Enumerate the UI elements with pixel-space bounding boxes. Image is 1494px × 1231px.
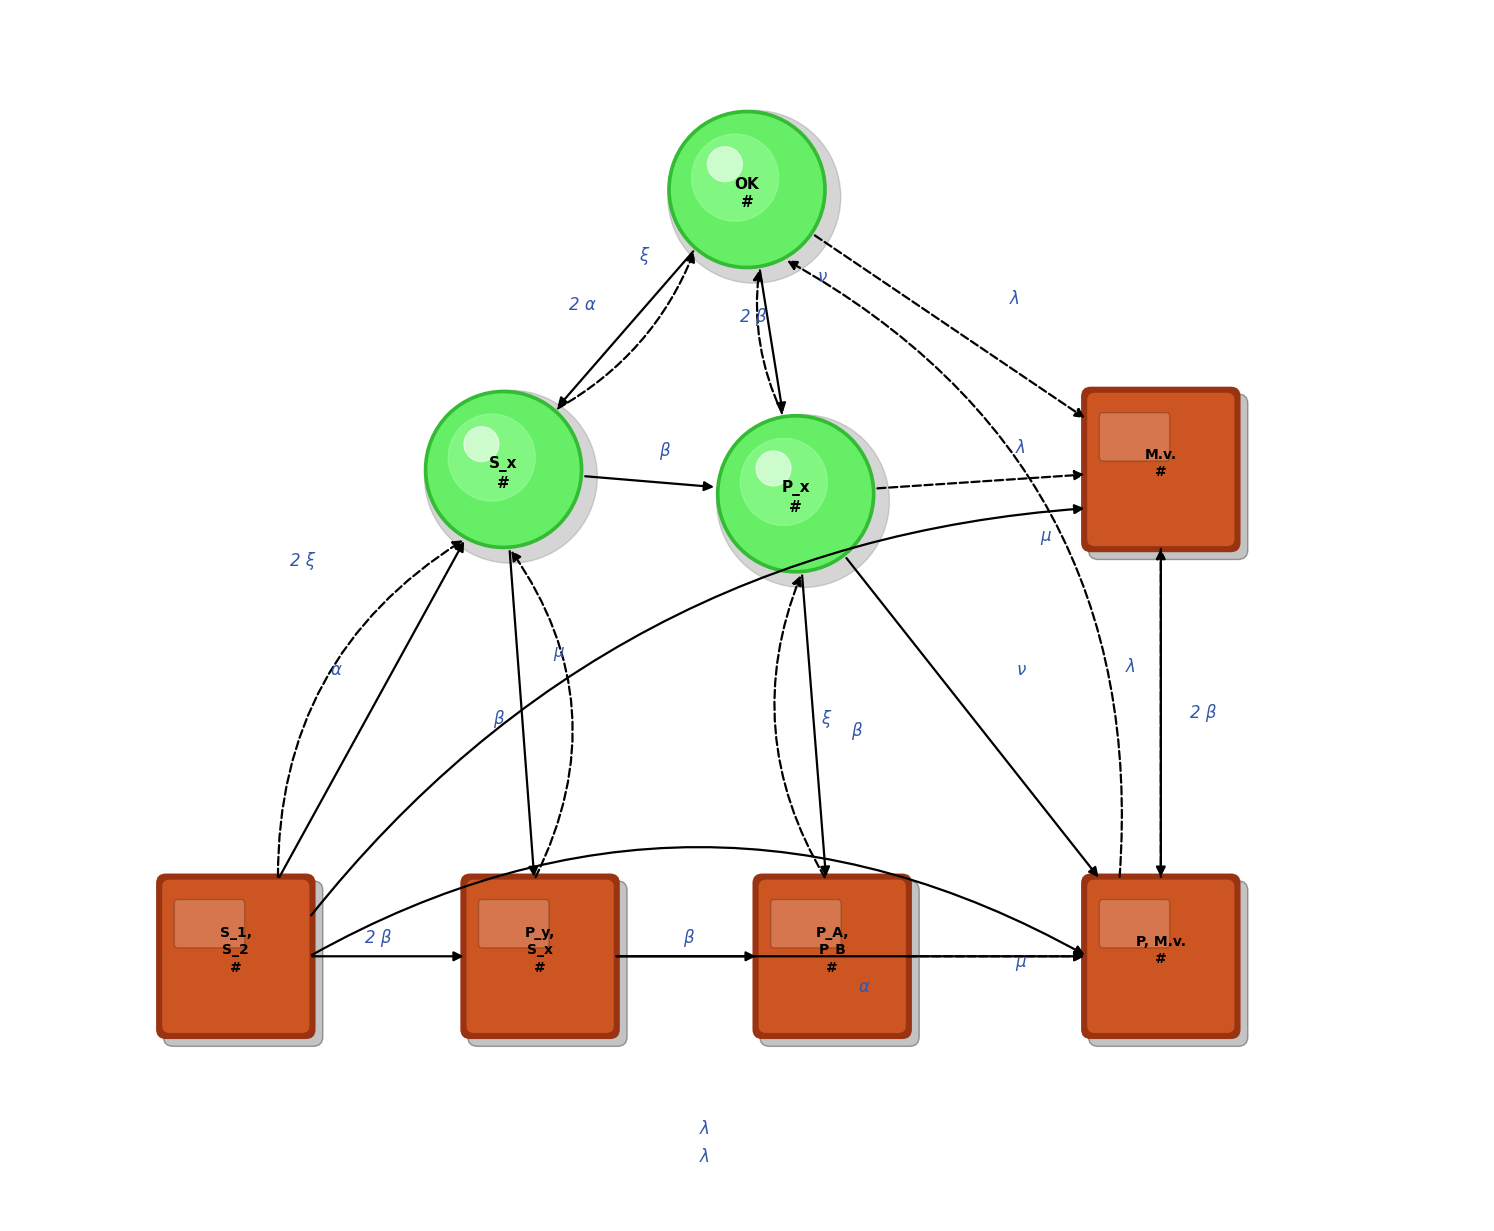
- Circle shape: [424, 390, 598, 563]
- Text: OK
#: OK #: [735, 177, 759, 211]
- Text: ξ: ξ: [822, 710, 831, 728]
- Text: μ: μ: [553, 643, 563, 661]
- Text: S_1,
S_2
#: S_1, S_2 #: [220, 926, 252, 975]
- FancyBboxPatch shape: [759, 880, 905, 1033]
- Circle shape: [692, 134, 778, 222]
- Text: S_x
#: S_x #: [490, 457, 518, 491]
- Text: λ: λ: [699, 1149, 710, 1166]
- FancyBboxPatch shape: [1088, 393, 1234, 547]
- Text: P, M.v.
#: P, M.v. #: [1135, 934, 1186, 966]
- Circle shape: [717, 415, 889, 587]
- Text: 2 α: 2 α: [569, 297, 596, 314]
- Text: μ: μ: [1016, 953, 1026, 971]
- Text: λ: λ: [1125, 657, 1135, 676]
- Text: α: α: [859, 977, 870, 996]
- FancyBboxPatch shape: [1100, 412, 1170, 460]
- Text: λ: λ: [699, 1120, 710, 1139]
- FancyBboxPatch shape: [460, 874, 620, 1039]
- FancyBboxPatch shape: [753, 874, 911, 1039]
- Text: λ: λ: [1016, 438, 1026, 457]
- FancyBboxPatch shape: [1089, 394, 1247, 560]
- Text: β: β: [659, 442, 669, 460]
- Text: ξ: ξ: [639, 247, 648, 266]
- Circle shape: [429, 394, 580, 545]
- Text: 2 β: 2 β: [740, 308, 766, 326]
- Text: 2 β: 2 β: [1191, 704, 1216, 721]
- Text: 2 β: 2 β: [365, 929, 391, 947]
- Text: β: β: [852, 723, 862, 740]
- FancyBboxPatch shape: [1089, 881, 1247, 1046]
- Text: P_y,
S_x
#: P_y, S_x #: [524, 926, 556, 975]
- Text: 2 ξ: 2 ξ: [290, 551, 315, 570]
- FancyBboxPatch shape: [760, 881, 919, 1046]
- FancyBboxPatch shape: [175, 900, 245, 948]
- Text: α: α: [330, 661, 341, 680]
- Text: λ: λ: [1010, 291, 1020, 308]
- Text: ν: ν: [1016, 661, 1025, 680]
- FancyBboxPatch shape: [478, 900, 548, 948]
- Text: P_A,
P_B
#: P_A, P_B #: [816, 926, 849, 975]
- FancyBboxPatch shape: [1100, 900, 1170, 948]
- FancyBboxPatch shape: [163, 880, 309, 1033]
- FancyBboxPatch shape: [771, 900, 841, 948]
- Circle shape: [708, 146, 743, 182]
- Text: ν: ν: [817, 268, 828, 286]
- Circle shape: [465, 427, 499, 462]
- Text: M.v.
#: M.v. #: [1144, 448, 1177, 479]
- Circle shape: [668, 111, 826, 268]
- FancyBboxPatch shape: [468, 881, 627, 1046]
- Circle shape: [720, 419, 871, 569]
- FancyBboxPatch shape: [466, 880, 614, 1033]
- Text: P_x
#: P_x #: [781, 480, 810, 515]
- Text: β: β: [683, 929, 693, 947]
- Circle shape: [448, 414, 535, 501]
- FancyBboxPatch shape: [155, 874, 315, 1039]
- Circle shape: [741, 438, 828, 526]
- Text: μ: μ: [1040, 527, 1050, 545]
- Circle shape: [424, 390, 583, 549]
- FancyBboxPatch shape: [1082, 387, 1240, 553]
- Circle shape: [671, 114, 823, 265]
- Circle shape: [717, 415, 875, 572]
- Text: β: β: [493, 710, 503, 728]
- FancyBboxPatch shape: [1088, 880, 1234, 1033]
- FancyBboxPatch shape: [1082, 874, 1240, 1039]
- Circle shape: [756, 451, 790, 486]
- FancyBboxPatch shape: [163, 881, 323, 1046]
- Circle shape: [668, 111, 841, 283]
